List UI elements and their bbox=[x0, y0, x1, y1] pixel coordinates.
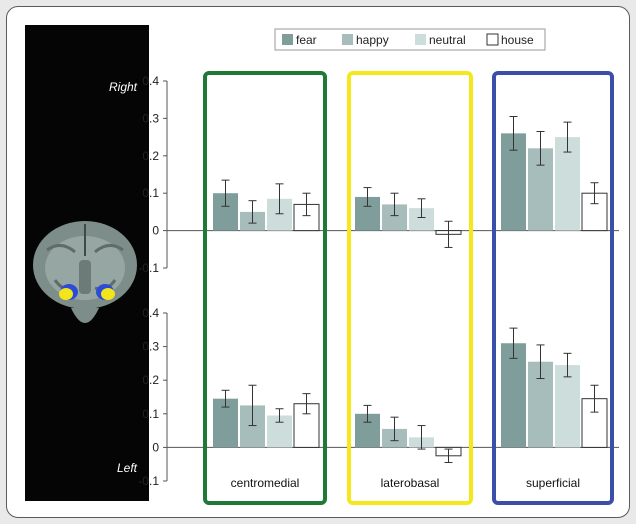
bar-left-superficial-neutral bbox=[555, 365, 580, 448]
bar-left-superficial-fear bbox=[501, 343, 526, 448]
y-tick-label: -0.1 bbox=[138, 261, 159, 275]
legend-swatch-house bbox=[486, 33, 499, 46]
bars bbox=[213, 116, 608, 464]
region-labels: centromedial laterobasal superficial bbox=[231, 476, 580, 490]
y-tick-label: 0 bbox=[152, 440, 159, 454]
region-box-centromedial bbox=[203, 71, 327, 505]
y-tick-label: 0.4 bbox=[142, 74, 159, 88]
bar-left-superficial-house bbox=[581, 398, 608, 448]
legend-label-happy: happy bbox=[356, 33, 389, 47]
y-tick-label: 0.2 bbox=[142, 373, 159, 387]
region-label-centromedial: centromedial bbox=[231, 476, 300, 490]
y-tick-label: 0.3 bbox=[142, 111, 159, 125]
bar-chart: fear happy neutral house 0.4 0.3 0.2 0.1 0 -0.1 0… bbox=[138, 28, 619, 505]
bar-right-superficial-neutral bbox=[555, 137, 580, 231]
region-boxes bbox=[203, 71, 614, 505]
region-label-superficial: superficial bbox=[526, 476, 580, 490]
region-box-laterobasal bbox=[347, 71, 473, 505]
brain-image-panel: Right Left bbox=[25, 25, 149, 501]
y-tick-label: 0 bbox=[152, 224, 159, 238]
brain-coronal-slice-image bbox=[33, 221, 137, 323]
legend-swatch-fear bbox=[282, 34, 293, 45]
bar-right-laterobasal-neutral bbox=[409, 208, 434, 231]
y-tick-label: -0.1 bbox=[138, 474, 159, 488]
legend-label-neutral: neutral bbox=[429, 33, 466, 47]
legend-label-house: house bbox=[501, 33, 534, 47]
y-tick-label: 0.2 bbox=[142, 149, 159, 163]
legend-swatch-neutral bbox=[415, 34, 426, 45]
figure-frame: Right Left fear happy neutral house 0.4 0.3 0… bbox=[6, 6, 630, 518]
y-tick-label: 0.3 bbox=[142, 340, 159, 354]
hemisphere-label-right: Right bbox=[108, 80, 137, 94]
y-tick-label: 0.1 bbox=[142, 407, 159, 421]
y-tick-label: 0.4 bbox=[142, 306, 159, 320]
y-tick-label: 0.1 bbox=[142, 186, 159, 200]
legend-swatch-happy bbox=[342, 34, 353, 45]
region-box-superficial bbox=[492, 71, 614, 505]
hemisphere-label-left: Left bbox=[116, 461, 137, 475]
legend: fear happy neutral house bbox=[274, 28, 546, 51]
region-label-laterobasal: laterobasal bbox=[381, 476, 440, 490]
legend-label-fear: fear bbox=[296, 33, 317, 47]
